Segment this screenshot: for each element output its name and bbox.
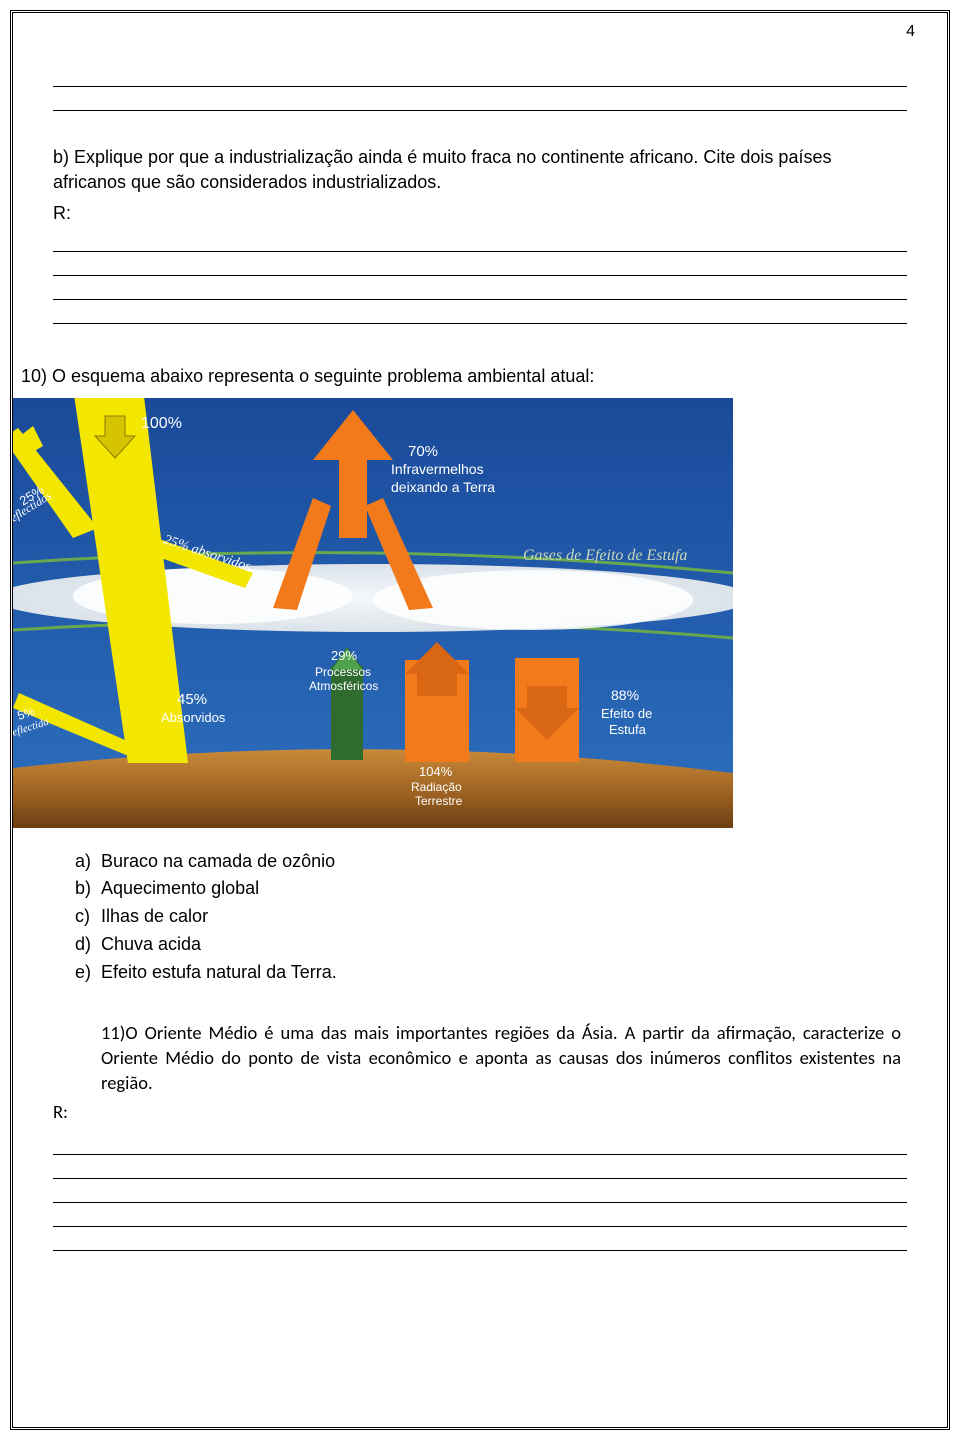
question-b: b) Explique por que a industrialização a… [53, 145, 907, 324]
option-letter: d) [75, 931, 101, 959]
diagram-svg: 100% 70% Infravermelhos deixando a Terra… [13, 398, 733, 828]
option-e: e) Efeito estufa natural da Terra. [75, 959, 907, 987]
blank-line [53, 89, 907, 111]
label-29: 29% [331, 648, 357, 663]
option-letter: b) [75, 875, 101, 903]
option-a: a) Buraco na camada de ozônio [75, 848, 907, 876]
label-gases: Gases de Efeito de Estufa [523, 547, 687, 564]
blank-line [53, 1205, 907, 1227]
label-104b: Radiação [411, 780, 462, 794]
question-10-text: 10) O esquema abaixo representa o seguin… [21, 364, 907, 389]
label-88: 88% [611, 687, 639, 703]
option-b: b) Aquecimento global [75, 875, 907, 903]
label-70c: deixando a Terra [391, 479, 495, 495]
question-10: 10) O esquema abaixo representa o seguin… [21, 364, 907, 389]
label-29c: Atmosféricos [309, 679, 378, 693]
label-29b: Processos [315, 665, 371, 679]
label-45b: Absorvidos [161, 710, 226, 725]
option-letter: a) [75, 848, 101, 876]
label-88c: Estufa [609, 722, 647, 737]
option-label: Chuva acida [101, 931, 201, 959]
blank-line [53, 230, 907, 252]
question-b-text: b) Explique por que a industrialização a… [53, 145, 907, 195]
label-88b: Efeito de [601, 706, 652, 721]
option-c: c) Ilhas de calor [75, 903, 907, 931]
label-104c: Terrestre [415, 794, 463, 808]
blank-line [53, 1229, 907, 1251]
option-label: Aquecimento global [101, 875, 259, 903]
label-100: 100% [141, 415, 182, 432]
greenhouse-diagram: 100% 70% Infravermelhos deixando a Terra… [13, 398, 907, 828]
blank-line [53, 302, 907, 324]
option-letter: c) [75, 903, 101, 931]
option-label: Buraco na camada de ozônio [101, 848, 335, 876]
option-label: Ilhas de calor [101, 903, 208, 931]
answer-lines-11 [53, 1133, 907, 1251]
blank-line [53, 278, 907, 300]
answer-label-11: R: [53, 1100, 907, 1123]
option-d: d) Chuva acida [75, 931, 907, 959]
question-11-text: 11)O Oriente Médio é uma das mais import… [101, 1021, 901, 1096]
blank-line [53, 254, 907, 276]
blank-line [53, 1133, 907, 1155]
page: 4 b) Explique por que a industrialização… [10, 10, 950, 1430]
answer-label: R: [53, 203, 907, 224]
label-45: 45% [177, 691, 207, 708]
option-letter: e) [75, 959, 101, 987]
blank-line [53, 1181, 907, 1203]
option-label: Efeito estufa natural da Terra. [101, 959, 337, 987]
label-104: 104% [419, 764, 453, 779]
question-10-options: a) Buraco na camada de ozônio b) Aquecim… [75, 848, 907, 987]
label-70b: Infravermelhos [391, 461, 484, 477]
page-number: 4 [906, 23, 915, 41]
blank-line [53, 1157, 907, 1179]
label-70pct: 70% [408, 443, 438, 460]
blank-line [53, 65, 907, 87]
